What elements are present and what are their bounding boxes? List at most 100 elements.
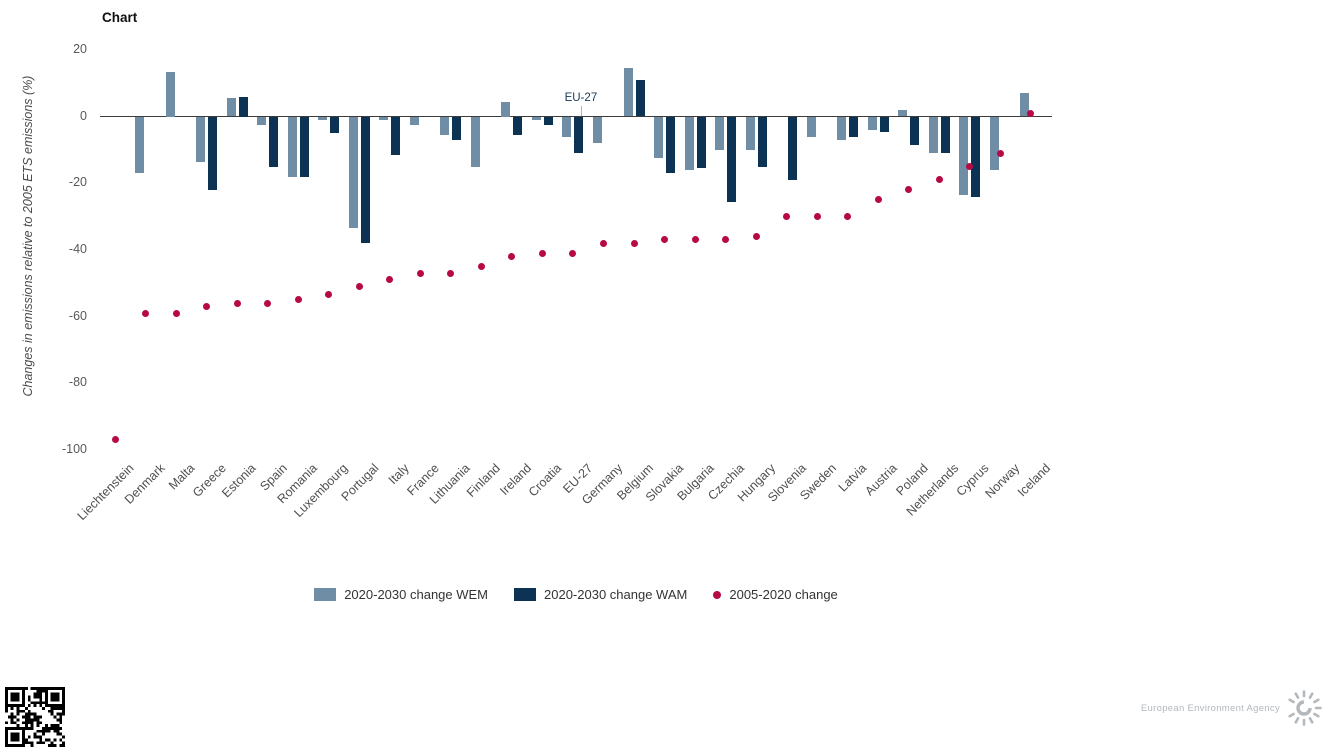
- bar-wam-austria[interactable]: [879, 116, 889, 132]
- dot-change-finland[interactable]: [477, 263, 485, 270]
- bar-wem-sweden[interactable]: [806, 116, 816, 137]
- bar-wem-france[interactable]: [409, 116, 419, 125]
- bar-wem-estonia[interactable]: [226, 98, 236, 117]
- bar-wam-bulgaria[interactable]: [696, 116, 706, 169]
- dot-change-romania[interactable]: [294, 296, 302, 304]
- bar-wem-poland[interactable]: [898, 109, 908, 117]
- legend-label-wem: 2020-2030 change WEM: [344, 587, 489, 602]
- bar-wam-czechia[interactable]: [727, 116, 737, 202]
- dot-change-germany[interactable]: [599, 239, 607, 247]
- dot-change-portugal[interactable]: [355, 283, 363, 290]
- bar-wam-romania[interactable]: [299, 116, 309, 177]
- bar-wam-hungary[interactable]: [757, 116, 767, 167]
- bar-wam-eu-27[interactable]: [574, 116, 584, 154]
- bar-wem-greece[interactable]: [196, 116, 206, 162]
- legend-item-change: 2005-2020 change: [713, 587, 838, 602]
- bar-wem-cyprus[interactable]: [959, 116, 969, 195]
- bar-wem-slovakia[interactable]: [654, 116, 664, 159]
- bar-wem-ireland[interactable]: [501, 101, 511, 117]
- bar-wam-luxembourg[interactable]: [330, 116, 340, 134]
- bar-wam-cyprus[interactable]: [971, 116, 981, 197]
- qr-code: [5, 686, 65, 748]
- bar-wem-latvia[interactable]: [837, 116, 847, 140]
- eea-agency-name: European Environment Agency: [1140, 702, 1280, 714]
- dot-change-slovenia[interactable]: [783, 213, 791, 220]
- bar-wem-czechia[interactable]: [715, 116, 725, 150]
- dot-change-netherlands[interactable]: [935, 176, 943, 184]
- bar-wem-denmark[interactable]: [135, 116, 145, 174]
- bar-wem-hungary[interactable]: [745, 116, 755, 150]
- bar-wem-norway[interactable]: [989, 116, 999, 170]
- x-label-austria: Austria: [862, 461, 901, 499]
- change-color-swatch: [713, 590, 722, 599]
- bar-wem-luxembourg[interactable]: [318, 116, 328, 120]
- dot-change-slovakia[interactable]: [661, 236, 669, 244]
- dot-change-greece[interactable]: [203, 303, 211, 310]
- bar-wam-slovenia[interactable]: [788, 116, 798, 180]
- annotation-connector-line: [580, 106, 582, 116]
- bar-wem-lithuania[interactable]: [440, 116, 450, 135]
- dot-change-norway[interactable]: [996, 149, 1004, 157]
- dot-change-estonia[interactable]: [233, 299, 241, 307]
- bar-wam-italy[interactable]: [391, 116, 401, 155]
- dot-change-malta[interactable]: [172, 309, 180, 317]
- dot-change-hungary[interactable]: [752, 233, 760, 240]
- bar-wam-belgium[interactable]: [635, 79, 645, 117]
- bar-wem-belgium[interactable]: [623, 68, 633, 117]
- dot-change-iceland[interactable]: [1027, 109, 1035, 117]
- bar-wam-croatia[interactable]: [543, 116, 553, 125]
- dot-change-czechia[interactable]: [722, 236, 730, 244]
- bar-wem-italy[interactable]: [379, 116, 389, 120]
- dot-change-bulgaria[interactable]: [691, 236, 699, 244]
- bar-wam-netherlands[interactable]: [940, 116, 950, 154]
- dot-change-eu-27[interactable]: [569, 249, 577, 257]
- dot-change-france[interactable]: [416, 269, 424, 277]
- bar-wam-spain[interactable]: [269, 116, 279, 167]
- dot-change-ireland[interactable]: [508, 253, 516, 260]
- bar-wem-croatia[interactable]: [531, 116, 541, 120]
- bar-wam-lithuania[interactable]: [452, 116, 462, 140]
- legend-label-wam: 2020-2030 change WAM: [544, 587, 688, 602]
- chart-title: Chart: [102, 10, 138, 25]
- dot-change-cyprus[interactable]: [966, 163, 974, 170]
- wem-color-swatch: [314, 588, 337, 601]
- bar-wem-malta[interactable]: [165, 71, 175, 117]
- dot-change-sweden[interactable]: [813, 213, 821, 220]
- dot-change-denmark[interactable]: [142, 309, 150, 317]
- dot-change-belgium[interactable]: [630, 239, 638, 247]
- dot-change-lithuania[interactable]: [447, 269, 455, 277]
- bar-wam-slovakia[interactable]: [666, 116, 676, 174]
- bar-wam-ireland[interactable]: [513, 116, 523, 135]
- bar-wem-romania[interactable]: [287, 116, 297, 177]
- bar-wam-greece[interactable]: [208, 116, 218, 190]
- dot-change-poland[interactable]: [905, 186, 913, 194]
- dot-change-luxembourg[interactable]: [325, 291, 333, 299]
- dot-change-spain[interactable]: [264, 299, 272, 307]
- bar-wam-estonia[interactable]: [238, 96, 248, 117]
- bar-wam-poland[interactable]: [910, 116, 920, 145]
- y-tick-label: -80: [68, 375, 87, 390]
- dot-change-liechtenstein[interactable]: [111, 436, 119, 444]
- x-label-croatia: Croatia: [525, 461, 565, 500]
- bar-wam-latvia[interactable]: [849, 116, 859, 137]
- bar-wem-eu-27[interactable]: [562, 116, 572, 137]
- bar-wem-finland[interactable]: [470, 116, 480, 167]
- annotation-eu27: EU-27: [564, 92, 598, 104]
- bar-wem-germany[interactable]: [592, 116, 602, 144]
- bar-wem-spain[interactable]: [257, 116, 267, 125]
- bar-wem-bulgaria[interactable]: [684, 116, 694, 170]
- bar-wem-portugal[interactable]: [348, 116, 358, 229]
- bar-wem-iceland[interactable]: [1020, 93, 1030, 117]
- x-label-iceland: Iceland: [1014, 461, 1053, 500]
- x-label-finland: Finland: [464, 461, 504, 500]
- dot-change-austria[interactable]: [874, 196, 882, 204]
- dot-change-latvia[interactable]: [844, 213, 852, 220]
- bar-wem-netherlands[interactable]: [928, 116, 938, 154]
- bar-wam-portugal[interactable]: [360, 116, 370, 244]
- y-tick-label: -40: [68, 241, 87, 256]
- dot-change-croatia[interactable]: [538, 249, 546, 257]
- chart-legend: 2020-2030 change WEM 2020-2030 change WA…: [100, 587, 1052, 602]
- y-tick-label: -60: [68, 308, 87, 323]
- bar-wem-austria[interactable]: [867, 116, 877, 130]
- dot-change-italy[interactable]: [386, 276, 394, 284]
